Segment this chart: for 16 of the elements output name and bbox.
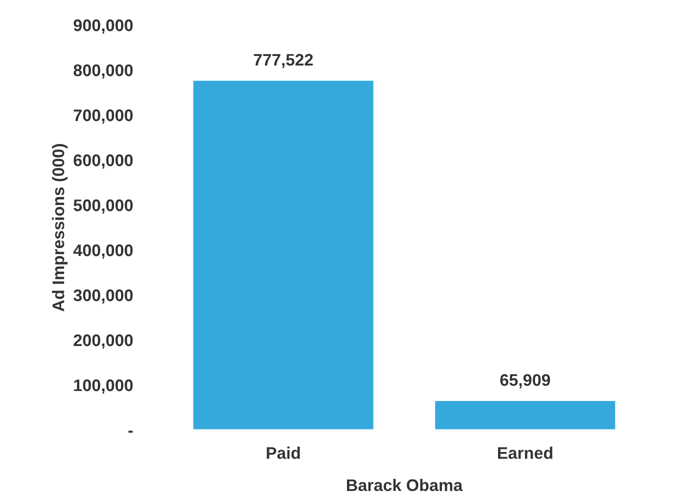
y-tick-label: - xyxy=(128,430,133,433)
y-tick-label: 700,000 xyxy=(74,109,133,124)
y-tick-label: 600,000 xyxy=(74,154,133,169)
y-tick-label: 300,000 xyxy=(73,289,133,304)
y-axis-title: Ad Impressions (000) xyxy=(52,144,68,312)
x-axis-title: Barack Obama xyxy=(346,478,463,492)
y-tick-label: 800,000 xyxy=(74,64,133,79)
y-tick-label: 100,000 xyxy=(74,379,133,394)
y-tick-label: 400,000 xyxy=(73,244,133,259)
y-tick-label: 900,000 xyxy=(74,19,133,34)
y-tick-label: 500,000 xyxy=(74,199,133,214)
x-tick-label: Earned xyxy=(498,446,552,459)
y-tick-label: 200,000 xyxy=(74,334,133,349)
x-tick-label: Paid xyxy=(266,446,300,459)
data-label: 65,909 xyxy=(500,374,550,388)
data-label: 777,522 xyxy=(254,54,313,68)
